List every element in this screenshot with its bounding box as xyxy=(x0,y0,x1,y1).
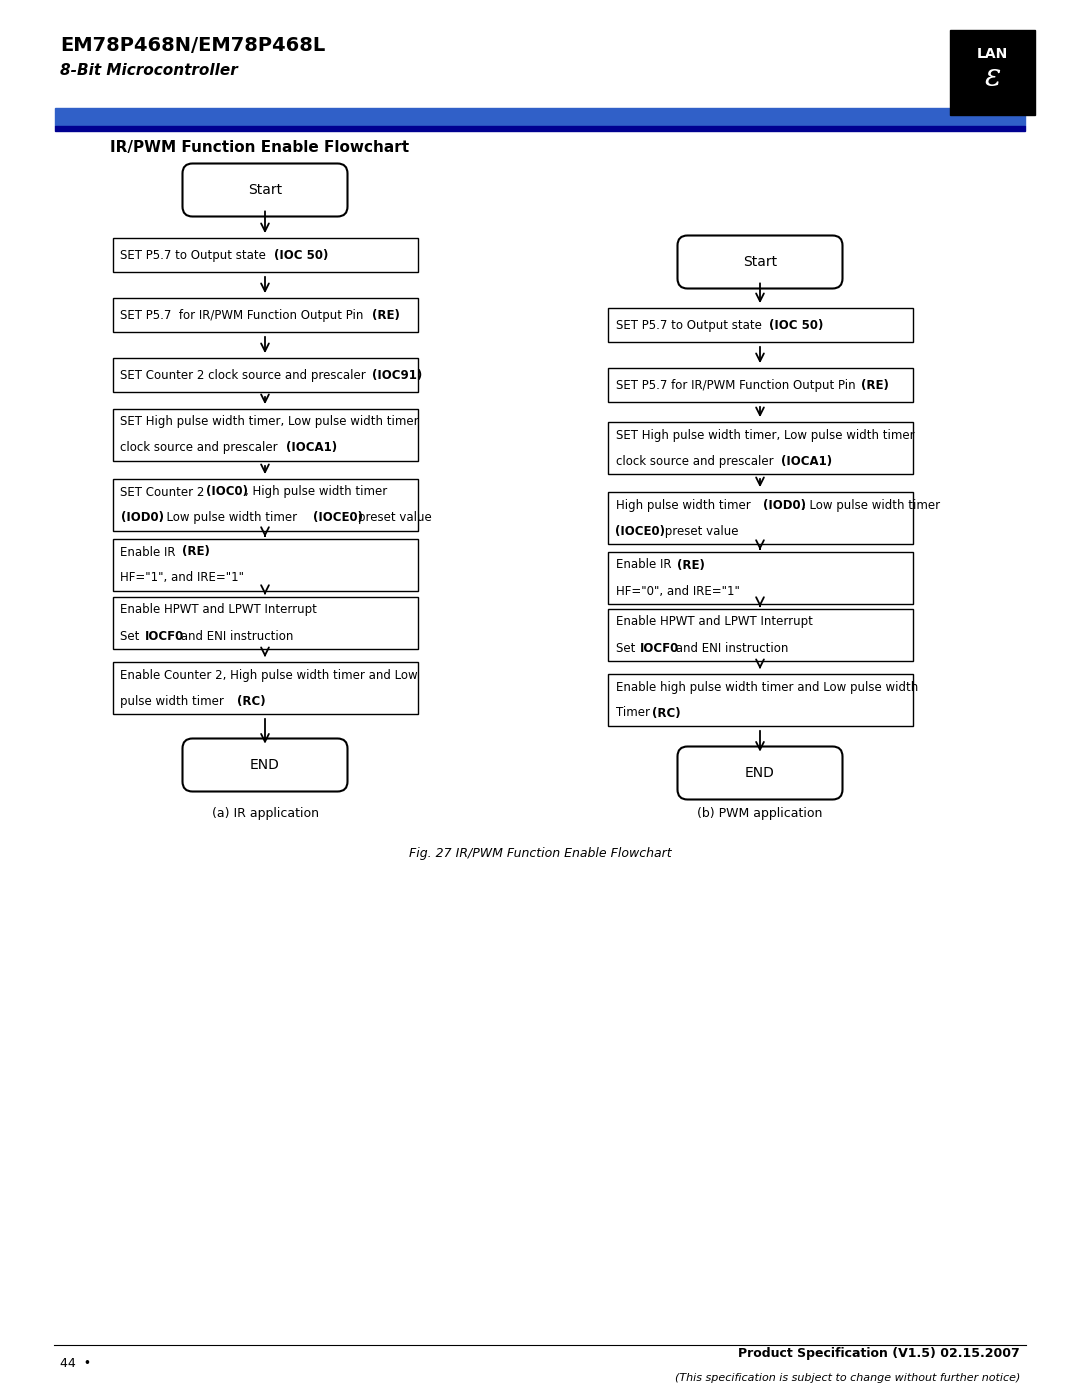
Text: IOCF0: IOCF0 xyxy=(145,630,185,643)
FancyBboxPatch shape xyxy=(183,739,348,792)
Text: ε: ε xyxy=(984,61,1001,94)
Bar xyxy=(607,307,913,342)
Text: (IOC0): (IOC0) xyxy=(206,486,248,499)
Bar xyxy=(112,298,418,332)
Text: (This specification is subject to change without further notice): (This specification is subject to change… xyxy=(675,1373,1020,1383)
Text: (IOD0): (IOD0) xyxy=(121,511,163,524)
Text: Enable HPWT and LPWT Interrupt: Enable HPWT and LPWT Interrupt xyxy=(121,604,318,616)
Text: (IOC91): (IOC91) xyxy=(373,369,422,381)
Text: Product Specification (V1.5) 02.15.2007: Product Specification (V1.5) 02.15.2007 xyxy=(739,1347,1020,1361)
Text: SET Counter 2: SET Counter 2 xyxy=(121,486,208,499)
Bar xyxy=(607,673,913,726)
Text: (RC): (RC) xyxy=(238,694,266,707)
Text: (IOCE0): (IOCE0) xyxy=(312,511,363,524)
Text: SET P5.7 to Output state: SET P5.7 to Output state xyxy=(616,319,765,331)
Text: (RE): (RE) xyxy=(861,379,889,391)
Text: High pulse width timer: High pulse width timer xyxy=(616,499,758,511)
Text: preset value: preset value xyxy=(357,511,432,524)
Text: (IOD0): (IOD0) xyxy=(762,499,806,511)
Bar xyxy=(607,492,913,543)
Text: (RC): (RC) xyxy=(652,707,681,719)
Text: Set: Set xyxy=(616,641,638,655)
FancyBboxPatch shape xyxy=(677,236,842,289)
Bar xyxy=(112,539,418,591)
Text: (RE): (RE) xyxy=(677,559,705,571)
Text: , High pulse width timer: , High pulse width timer xyxy=(245,486,388,499)
Bar xyxy=(112,237,418,272)
Bar xyxy=(112,358,418,393)
Text: SET High pulse width timer, Low pulse width timer: SET High pulse width timer, Low pulse wi… xyxy=(616,429,914,441)
Bar xyxy=(55,108,1025,126)
Text: Enable IR: Enable IR xyxy=(121,545,179,559)
Text: SET High pulse width timer, Low pulse width timer: SET High pulse width timer, Low pulse wi… xyxy=(121,415,419,429)
FancyBboxPatch shape xyxy=(183,163,348,217)
Text: (IOC 50): (IOC 50) xyxy=(769,319,823,331)
Text: (IOC 50): (IOC 50) xyxy=(274,249,328,261)
Bar xyxy=(607,422,913,474)
Text: preset value: preset value xyxy=(661,524,738,538)
Text: Set: Set xyxy=(121,630,144,643)
Bar xyxy=(112,479,418,531)
Text: (RE): (RE) xyxy=(181,545,210,559)
Text: , Low pulse width timer: , Low pulse width timer xyxy=(801,499,940,511)
Text: and ENI instruction: and ENI instruction xyxy=(672,641,788,655)
Text: clock source and prescaler: clock source and prescaler xyxy=(616,454,777,468)
Text: Enable IR: Enable IR xyxy=(616,559,675,571)
Text: , Low pulse width timer: , Low pulse width timer xyxy=(159,511,305,524)
Text: clock source and prescaler: clock source and prescaler xyxy=(121,441,282,454)
Text: Timer: Timer xyxy=(616,707,653,719)
Bar xyxy=(112,409,418,461)
Text: (IOCA1): (IOCA1) xyxy=(286,441,337,454)
Text: SET Counter 2 clock source and prescaler: SET Counter 2 clock source and prescaler xyxy=(121,369,370,381)
Bar xyxy=(950,29,1035,115)
Text: Enable HPWT and LPWT Interrupt: Enable HPWT and LPWT Interrupt xyxy=(616,616,812,629)
Text: (IOCA1): (IOCA1) xyxy=(781,454,833,468)
Text: SET P5.7 to Output state: SET P5.7 to Output state xyxy=(121,249,270,261)
Text: SET P5.7  for IR/PWM Function Output Pin: SET P5.7 for IR/PWM Function Output Pin xyxy=(121,309,367,321)
Text: 8-Bit Microcontroller: 8-Bit Microcontroller xyxy=(60,63,238,78)
Bar xyxy=(55,126,1025,131)
Bar xyxy=(112,597,418,650)
Text: HF="0", and IRE="1": HF="0", and IRE="1" xyxy=(616,584,740,598)
Text: (a) IR application: (a) IR application xyxy=(212,807,319,820)
Text: HF="1", and IRE="1": HF="1", and IRE="1" xyxy=(121,571,244,584)
Text: SET P5.7 for IR/PWM Function Output Pin: SET P5.7 for IR/PWM Function Output Pin xyxy=(616,379,859,391)
Text: Fig. 27 IR/PWM Function Enable Flowchart: Fig. 27 IR/PWM Function Enable Flowchart xyxy=(408,847,672,861)
Bar xyxy=(607,552,913,604)
Text: END: END xyxy=(745,766,775,780)
Text: 44  •: 44 • xyxy=(60,1356,91,1370)
Text: (RE): (RE) xyxy=(373,309,400,321)
Text: IR/PWM Function Enable Flowchart: IR/PWM Function Enable Flowchart xyxy=(110,140,409,155)
Text: (b) PWM application: (b) PWM application xyxy=(698,807,823,820)
Text: IOCF0: IOCF0 xyxy=(640,641,679,655)
Text: Start: Start xyxy=(248,183,282,197)
FancyBboxPatch shape xyxy=(677,746,842,799)
Text: pulse width timer: pulse width timer xyxy=(121,694,232,707)
Text: LAN: LAN xyxy=(977,47,1008,61)
Bar xyxy=(112,662,418,714)
Text: Enable high pulse width timer and Low pulse width: Enable high pulse width timer and Low pu… xyxy=(616,680,918,693)
Bar xyxy=(607,609,913,661)
Text: Start: Start xyxy=(743,256,778,270)
Text: Enable Counter 2, High pulse width timer and Low: Enable Counter 2, High pulse width timer… xyxy=(121,669,418,682)
Text: EM78P468N/EM78P468L: EM78P468N/EM78P468L xyxy=(60,36,325,54)
Text: (IOCE0): (IOCE0) xyxy=(616,524,665,538)
Text: and ENI instruction: and ENI instruction xyxy=(177,630,294,643)
Bar xyxy=(607,367,913,402)
Text: END: END xyxy=(251,759,280,773)
